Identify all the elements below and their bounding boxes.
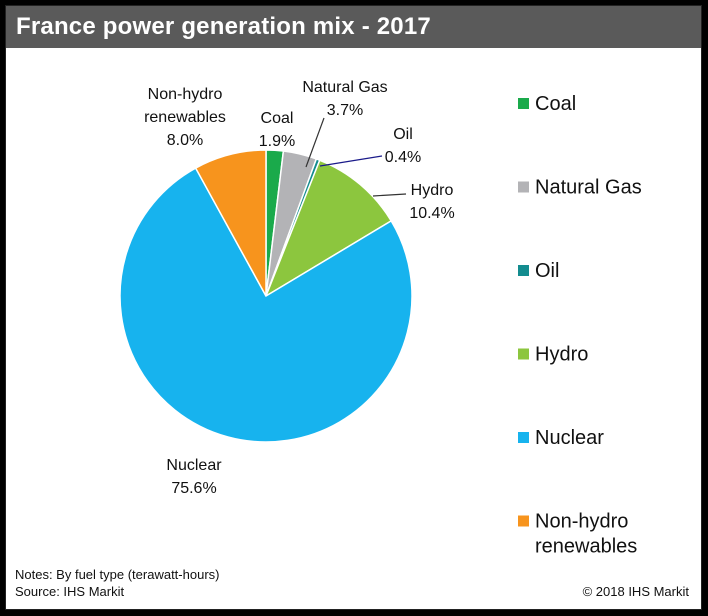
legend-label-oil: Oil <box>535 260 559 282</box>
legend-label-nuclear: Nuclear <box>535 427 604 449</box>
legend-item-natural-gas: Natural Gas <box>518 177 642 199</box>
legend-item-hydro: Hydro <box>518 344 588 366</box>
pie-slice-nuclear <box>119 167 413 443</box>
source-text: Source: IHS Markit <box>15 584 125 599</box>
pie-slice-hydro <box>264 159 393 298</box>
pie-slice-non-hydro-renewables <box>194 149 267 297</box>
legend-swatch-nuclear <box>518 432 529 443</box>
legend-label-natural-gas: Natural Gas <box>535 177 642 199</box>
legend-label-hydro: Hydro <box>535 344 588 366</box>
legend-swatch-oil <box>518 265 529 276</box>
leader-line-oil <box>319 155 383 167</box>
legend-item-coal: Coal <box>518 93 576 115</box>
legend-swatch-hydro <box>518 348 529 360</box>
slice-label-natural-gas: Natural Gas 3.7% <box>302 79 387 119</box>
notes-text: Notes: By fuel type (terawatt-hours) <box>15 567 220 582</box>
legend-swatch-coal <box>518 98 529 109</box>
legend-swatch-natural-gas <box>518 181 529 193</box>
leader-line-hydro <box>372 193 407 197</box>
pie-chart: Coal 1.9%Natural Gas 3.7% Oil 0.4% Hydro 10.4%… <box>119 79 642 558</box>
slice-label-oil: Oil 0.4% <box>385 126 421 166</box>
legend-item-nuclear: Nuclear <box>518 427 604 449</box>
legend-label-non-hydro-renewables: Non-hydro renewables <box>535 511 637 558</box>
leader-line-natural-gas <box>305 117 325 168</box>
legend-label-coal: Coal <box>535 93 576 115</box>
chart-frame: France power generation mix - 2017 Coal 1… <box>5 5 702 610</box>
legend-swatch-non-hydro-renewables <box>518 515 529 527</box>
title-bar: France power generation mix - 2017 <box>6 6 701 48</box>
copyright-text: © 2018 IHS Markit <box>582 584 689 599</box>
legend-item-non-hydro-renewables: Non-hydro renewables <box>518 511 637 558</box>
chart-title: France power generation mix - 2017 <box>16 13 431 40</box>
slice-label-nuclear: Nuclear 75.6% <box>166 457 222 497</box>
slice-label-hydro: Hydro 10.4% <box>409 182 454 222</box>
legend-item-oil: Oil <box>518 260 559 282</box>
slice-label-coal: Coal 1.9% <box>259 110 295 150</box>
slice-label-non-hydro-renewables: Non-hydro renewables 8.0% <box>144 86 226 149</box>
